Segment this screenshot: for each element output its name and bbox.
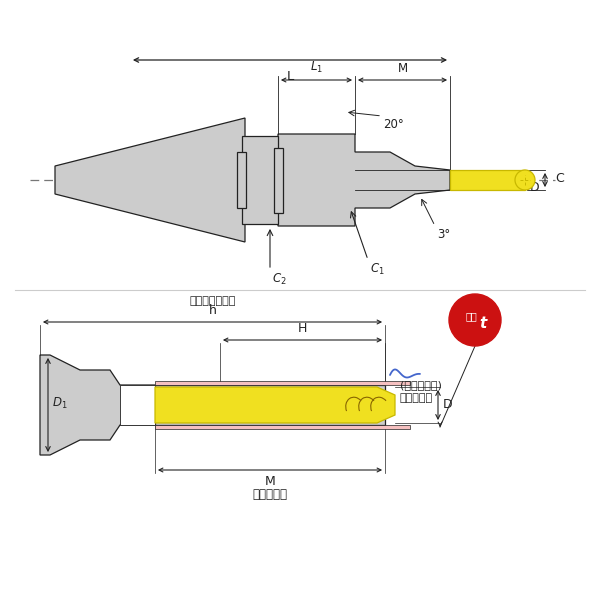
Text: C: C xyxy=(555,173,564,185)
Text: H: H xyxy=(298,322,307,335)
Text: M: M xyxy=(397,62,407,75)
Polygon shape xyxy=(155,381,410,385)
Text: $C_2$: $C_2$ xyxy=(272,272,287,287)
Polygon shape xyxy=(242,136,278,224)
Text: M: M xyxy=(265,475,275,488)
Text: L: L xyxy=(286,70,293,83)
Text: D: D xyxy=(530,181,540,194)
Text: t: t xyxy=(479,317,487,331)
Polygon shape xyxy=(274,148,283,212)
Text: h: h xyxy=(209,304,217,317)
Polygon shape xyxy=(278,134,450,226)
Text: 工具最大挿入長: 工具最大挿入長 xyxy=(190,296,236,306)
Polygon shape xyxy=(155,387,395,423)
Polygon shape xyxy=(155,425,410,429)
Text: 20°: 20° xyxy=(383,118,404,131)
Text: D: D xyxy=(443,398,452,412)
Polygon shape xyxy=(450,170,525,190)
Circle shape xyxy=(449,294,501,346)
Text: 肉厚: 肉厚 xyxy=(465,311,477,321)
Text: つかみ長さ: つかみ長さ xyxy=(400,393,433,403)
Polygon shape xyxy=(237,152,246,208)
Text: 3°: 3° xyxy=(437,228,450,241)
Circle shape xyxy=(515,170,535,190)
Polygon shape xyxy=(55,118,245,242)
Text: $D_1$: $D_1$ xyxy=(52,395,68,410)
Text: (最低把持長): (最低把持長) xyxy=(400,380,442,390)
Polygon shape xyxy=(120,385,155,425)
Text: $L_1$: $L_1$ xyxy=(310,60,323,75)
Text: $C_1$: $C_1$ xyxy=(370,262,385,277)
Polygon shape xyxy=(40,355,155,455)
Polygon shape xyxy=(155,385,385,425)
Text: 加工有効長: 加工有効長 xyxy=(253,488,287,501)
